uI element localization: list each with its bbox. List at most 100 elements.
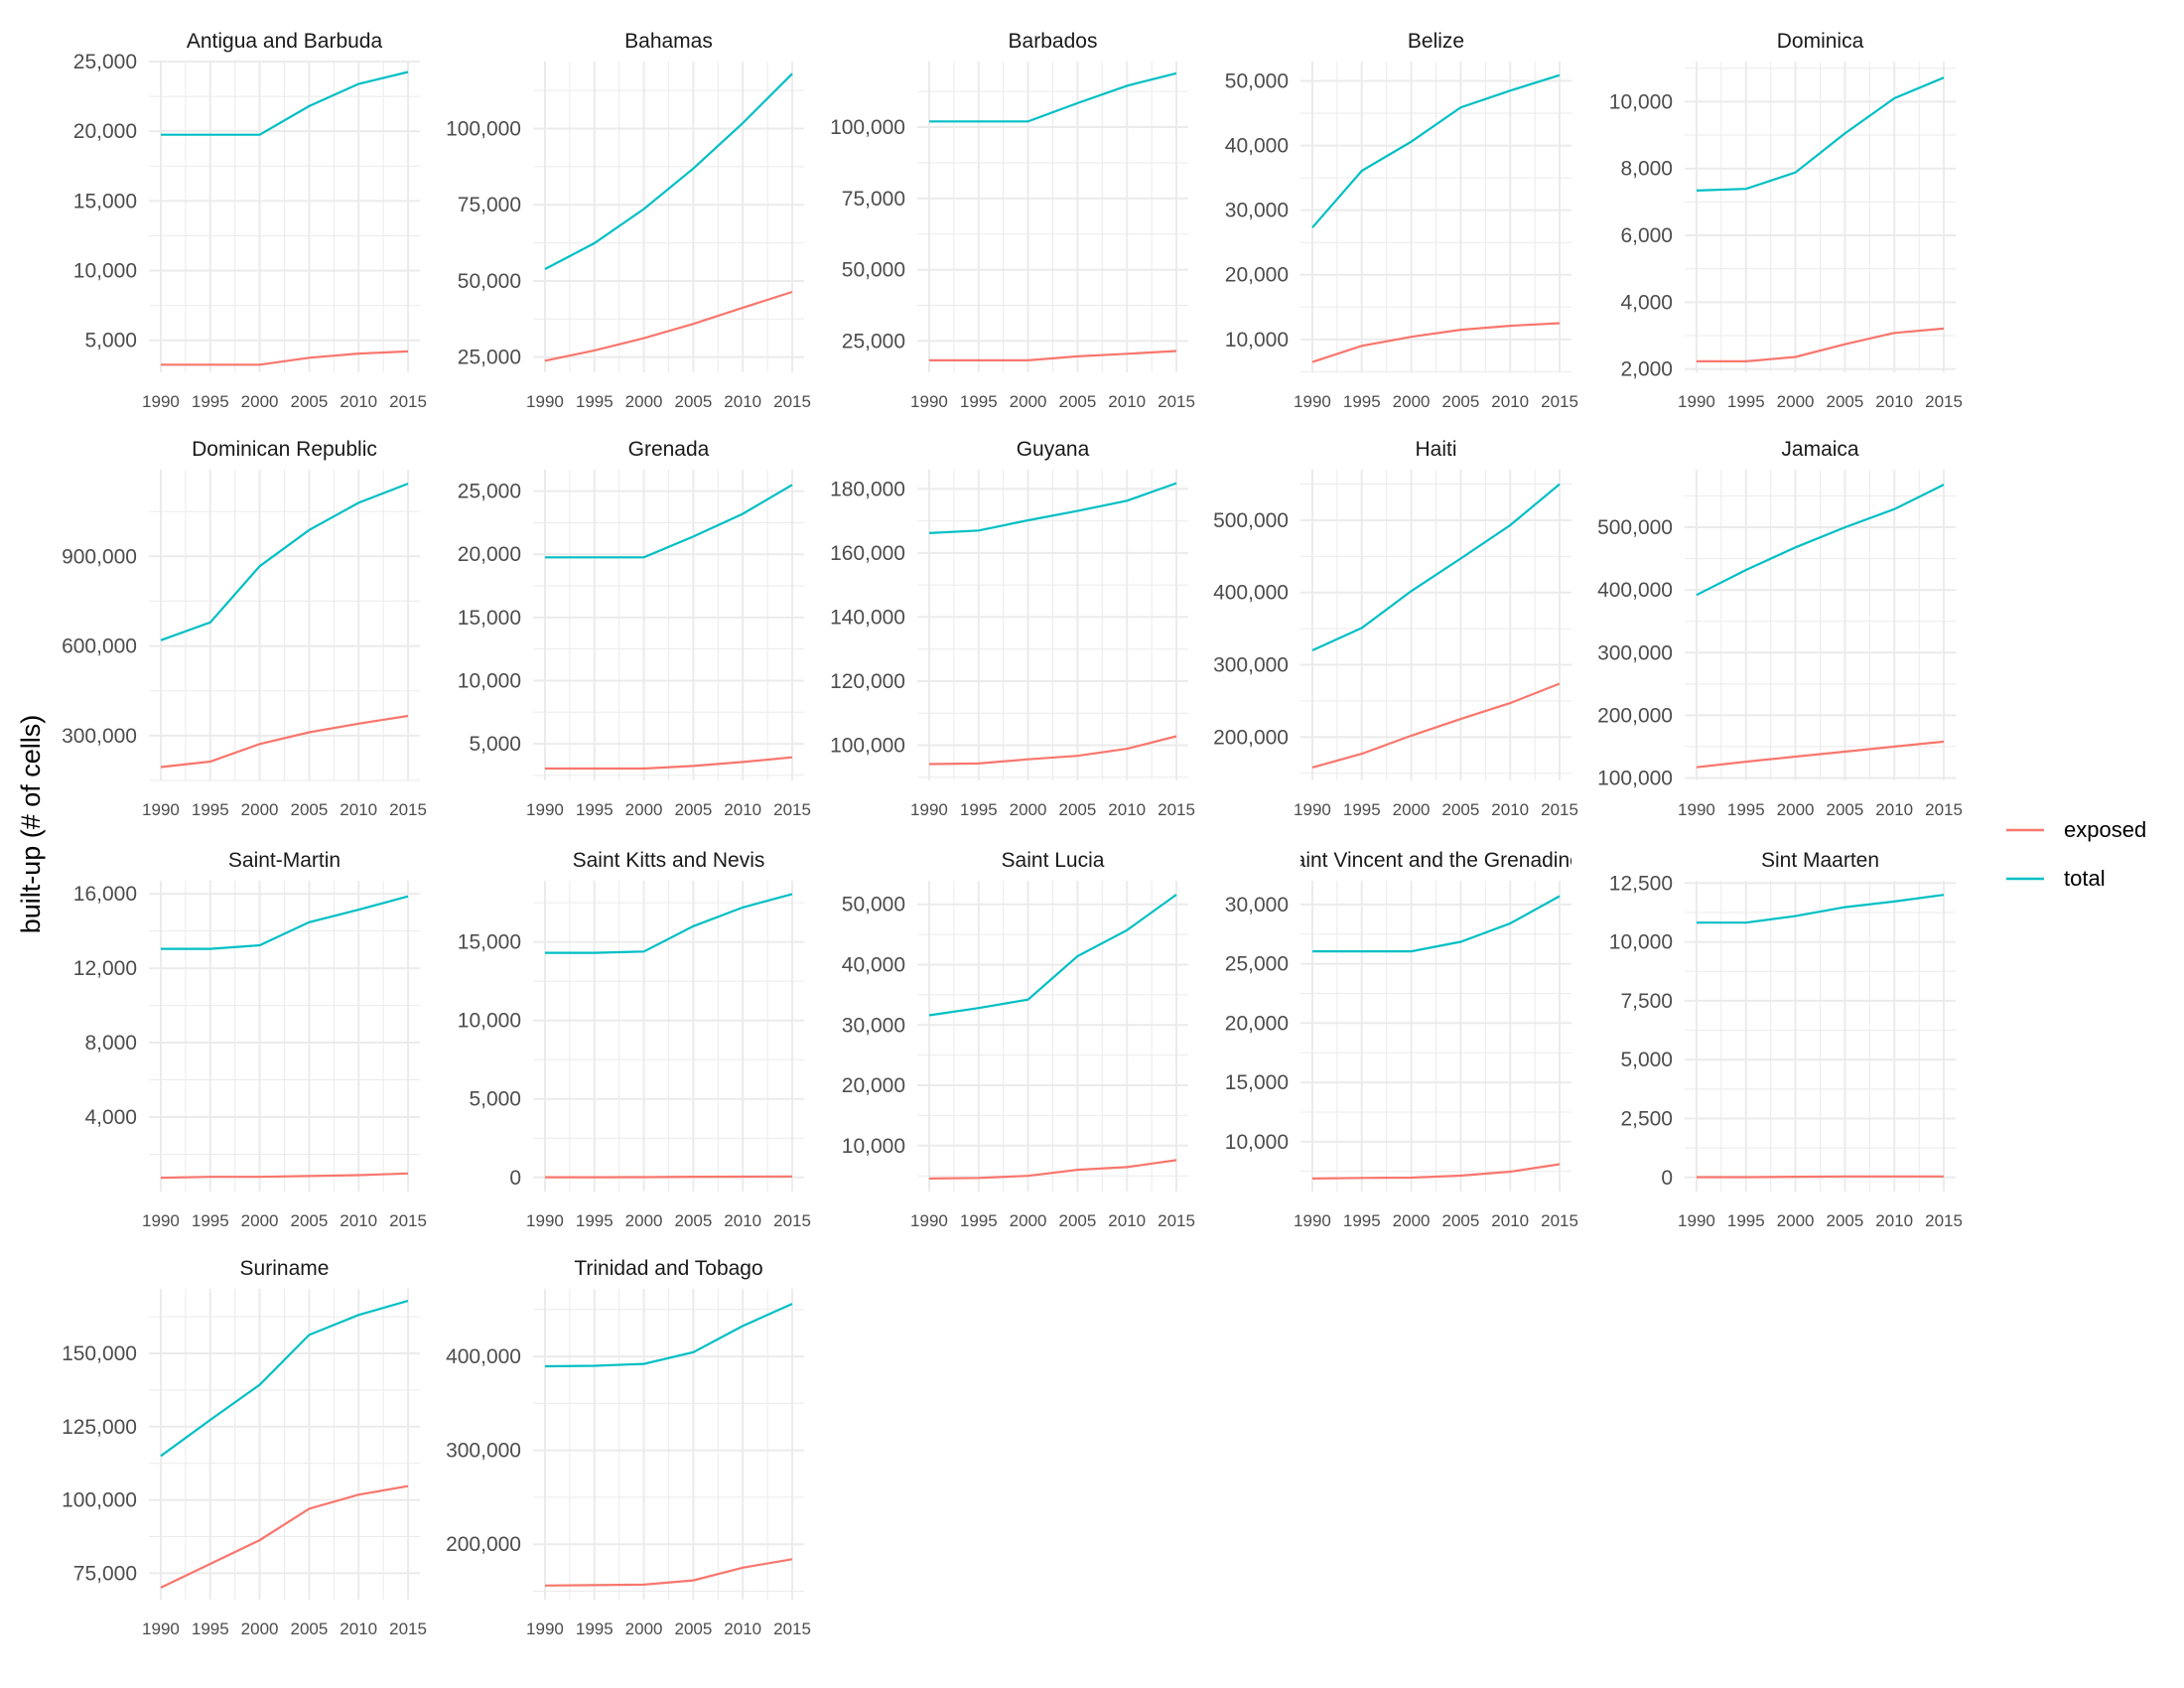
series-line-total: [160, 1300, 409, 1458]
x-tick-label: 2010: [724, 800, 761, 819]
facet-title: Saint-Martin: [228, 849, 341, 872]
y-axis-label: built-up (# of cells): [16, 715, 46, 934]
legend-label-exposed: exposed: [2064, 817, 2146, 842]
x-tick-label: 1990: [1294, 800, 1331, 819]
x-tick-label: 2005: [290, 1211, 328, 1230]
y-tick-label: 15,000: [73, 190, 137, 212]
x-tick-label: 2000: [241, 1211, 279, 1230]
y-tick-label: 5,000: [84, 330, 137, 352]
x-tick-label: 1995: [192, 1211, 229, 1230]
facet-panel: 100,000 200,000 300,000 400,000 500,000 1990 1…: [1597, 438, 1963, 819]
y-tick-label: 40,000: [1225, 135, 1289, 158]
legend: exposed total: [2006, 817, 2146, 891]
series-line-exposed: [1697, 1175, 1944, 1179]
x-tick-label: 2010: [340, 392, 377, 411]
y-tick-label: 300,000: [446, 1440, 521, 1463]
series-line-exposed: [928, 1159, 1177, 1180]
x-tick-label: 1995: [576, 1211, 614, 1230]
y-tick-label: 0: [1661, 1167, 1673, 1190]
x-tick-label: 2015: [773, 392, 811, 411]
y-tick-label: 20,000: [842, 1074, 905, 1097]
x-tick-label: 2000: [1393, 1211, 1431, 1230]
series-line-total: [160, 483, 409, 641]
y-tick-label: 6,000: [1620, 224, 1673, 247]
x-tick-label: 2010: [1875, 1211, 1913, 1230]
facet-title: Guyana: [1017, 438, 1090, 461]
x-tick-label: 2005: [1441, 800, 1479, 819]
facet-title: Bahamas: [624, 30, 713, 53]
y-tick-label: 180,000: [830, 478, 905, 500]
series-line-total: [1697, 894, 1945, 924]
y-tick-label: 900,000: [62, 545, 137, 568]
x-tick-label: 2010: [1108, 1211, 1146, 1230]
x-tick-label: 1990: [910, 800, 948, 819]
series-line-exposed: [1311, 322, 1561, 363]
y-tick-label: 150,000: [62, 1342, 137, 1365]
y-tick-label: 25,000: [842, 330, 905, 352]
x-tick-label: 2000: [1010, 392, 1047, 411]
y-tick-label: 5,000: [469, 733, 521, 756]
series-line-exposed: [1697, 327, 1945, 362]
x-tick-label: 2005: [1058, 800, 1096, 819]
x-tick-label: 1990: [1294, 392, 1331, 411]
x-tick-label: 2005: [1058, 1211, 1096, 1230]
y-tick-label: 10,000: [1609, 90, 1673, 113]
facet-panel: 10,000 15,000 20,000 25,000 30,000 1990 1995 20…: [1225, 849, 1578, 1230]
series-line-total: [545, 484, 793, 559]
facet-panel: 5,000 10,000 15,000 20,000 25,000 1990 1995 200…: [73, 30, 427, 411]
y-tick-label: 20,000: [1225, 264, 1289, 287]
series-line-total: [1311, 73, 1561, 228]
y-tick-label: 2,000: [1620, 358, 1673, 381]
facet-panel: 100,000 120,000 140,000 160,000 180,000 1990 1…: [830, 438, 1195, 819]
y-tick-label: 4,000: [84, 1106, 137, 1129]
x-tick-label: 2000: [625, 800, 663, 819]
x-tick-label: 2010: [1108, 392, 1146, 411]
y-tick-label: 7,500: [1620, 990, 1673, 1013]
y-tick-label: 100,000: [62, 1489, 137, 1512]
x-tick-label: 1995: [576, 392, 614, 411]
x-tick-label: 2015: [389, 800, 427, 819]
x-tick-label: 2010: [1491, 392, 1529, 411]
y-tick-label: 500,000: [1213, 509, 1289, 532]
x-tick-label: 2015: [1541, 800, 1578, 819]
x-tick-label: 2000: [1777, 392, 1815, 411]
x-tick-label: 2010: [340, 1619, 377, 1638]
x-tick-label: 2000: [1777, 800, 1815, 819]
y-tick-label: 200,000: [446, 1533, 521, 1556]
series-line-exposed: [544, 1558, 793, 1587]
series-line-exposed: [160, 1484, 409, 1589]
facet-panel: 200,000 300,000 400,000 1990 1995 2000 2005 201…: [446, 1257, 811, 1638]
y-tick-label: 100,000: [446, 118, 521, 141]
y-tick-label: 600,000: [62, 635, 137, 658]
x-tick-label: 2000: [625, 392, 663, 411]
facet-panel: 4,000 8,000 12,000 16,000 1990 1995 2000 2005 20…: [73, 849, 427, 1230]
x-tick-label: 1995: [1343, 392, 1381, 411]
x-tick-label: 2005: [1441, 392, 1479, 411]
y-tick-label: 75,000: [458, 194, 521, 216]
series-line-total: [928, 482, 1177, 534]
x-tick-label: 1995: [960, 1211, 998, 1230]
series-line-total: [161, 895, 409, 950]
x-tick-label: 2000: [1010, 800, 1047, 819]
y-tick-label: 50,000: [1225, 70, 1289, 93]
y-tick-label: 300,000: [62, 725, 137, 748]
facet-panel: 25,000 50,000 75,000 100,000 1990 1995 2000 200…: [446, 30, 811, 411]
x-tick-label: 1990: [910, 392, 948, 411]
x-tick-label: 1995: [1727, 392, 1765, 411]
y-tick-label: 8,000: [84, 1032, 137, 1055]
x-tick-label: 2005: [1058, 392, 1096, 411]
x-tick-label: 2000: [241, 1619, 279, 1638]
y-tick-label: 30,000: [842, 1014, 905, 1037]
y-tick-label: 30,000: [1225, 894, 1289, 916]
series-line-total: [1696, 484, 1945, 597]
x-tick-label: 2000: [625, 1619, 663, 1638]
x-tick-label: 1995: [192, 1619, 229, 1638]
series-line-exposed: [544, 290, 793, 362]
x-tick-label: 1995: [1343, 800, 1381, 819]
x-tick-label: 1995: [1727, 800, 1765, 819]
facet-panel: 0 2,500 5,000 7,500 10,000 12,500 1990 1995 2000…: [1609, 849, 1963, 1230]
y-tick-label: 20,000: [1225, 1012, 1289, 1035]
y-tick-label: 10,000: [1609, 931, 1673, 954]
x-tick-label: 2015: [1541, 392, 1578, 411]
